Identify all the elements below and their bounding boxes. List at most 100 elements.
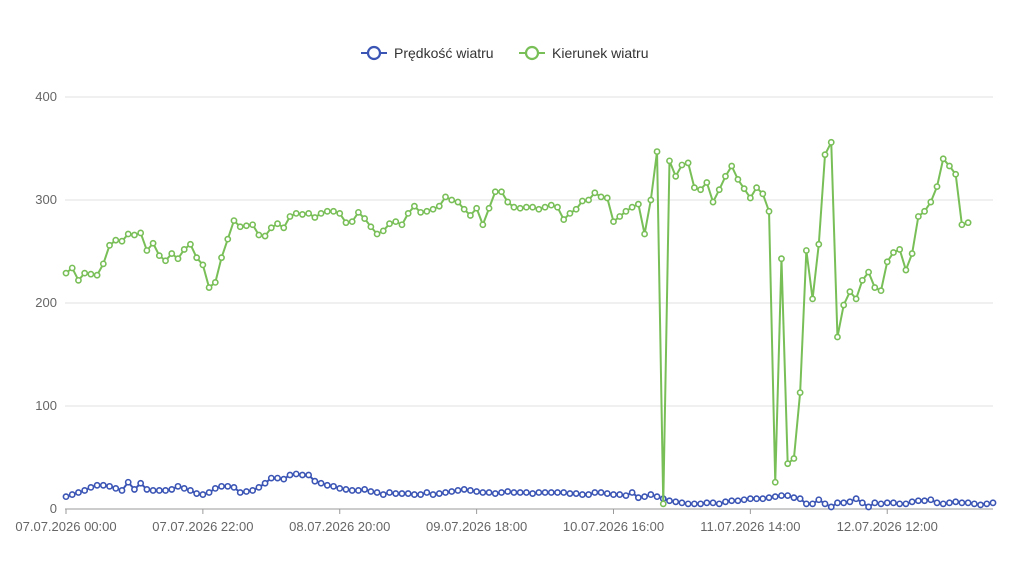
data-point [392, 218, 400, 226]
data-point [684, 500, 692, 508]
data-point [746, 495, 754, 503]
legend-item[interactable]: Prędkość wiatru [361, 45, 494, 61]
data-point [541, 489, 549, 496]
data-point [267, 224, 275, 232]
data-point [914, 497, 922, 505]
x-tick-label: 12.07.2026 12:00 [837, 519, 938, 534]
data-point [68, 264, 76, 272]
data-point [392, 490, 400, 497]
data-point [429, 205, 437, 213]
data-point [93, 481, 101, 489]
data-point [939, 500, 947, 508]
data-point [435, 490, 443, 497]
y-tick-label: 0 [50, 501, 57, 516]
data-point [81, 269, 89, 277]
data-point [896, 500, 904, 508]
data-point [479, 489, 487, 496]
data-point [877, 287, 885, 295]
data-point [485, 204, 493, 212]
data-point [155, 252, 163, 260]
data-point [753, 184, 760, 192]
data-point [230, 483, 238, 491]
data-point [958, 221, 966, 229]
data-point [921, 207, 928, 215]
data-point [485, 489, 493, 496]
data-point [840, 499, 848, 507]
data-point [678, 499, 686, 507]
data-point [75, 276, 82, 284]
data-point [149, 487, 157, 494]
data-point [386, 489, 393, 496]
data-point [274, 220, 281, 228]
data-point [765, 207, 773, 215]
data-point [690, 184, 698, 192]
data-point [286, 471, 294, 479]
data-point [784, 492, 792, 500]
legend-item[interactable]: Kierunek wiatru [519, 45, 649, 61]
data-point [510, 489, 518, 496]
data-point [305, 209, 313, 217]
data-point [87, 483, 95, 491]
data-point [249, 221, 257, 229]
data-point [323, 207, 331, 215]
data-point [317, 209, 325, 217]
data-point [647, 491, 655, 498]
data-point [131, 231, 138, 239]
data-point [355, 208, 362, 216]
data-point [809, 500, 816, 508]
data-point [187, 487, 194, 494]
data-point [317, 479, 325, 487]
data-point [87, 270, 95, 278]
data-point [118, 237, 126, 245]
data-point [852, 495, 860, 503]
data-point [386, 220, 393, 228]
data-point [404, 490, 412, 497]
data-point [491, 490, 499, 497]
data-point [659, 500, 667, 508]
legend-label: Kierunek wiatru [552, 45, 649, 61]
data-point [460, 486, 468, 493]
data-point [205, 284, 213, 291]
data-point [585, 196, 593, 204]
data-point [703, 179, 711, 186]
data-point [653, 493, 661, 501]
data-point [778, 255, 785, 263]
y-tick-label: 100 [35, 398, 57, 413]
data-point [908, 250, 916, 257]
x-tick-label: 10.07.2026 16:00 [563, 519, 664, 534]
data-point [672, 498, 680, 506]
data-point [759, 495, 767, 503]
data-point [454, 198, 462, 206]
data-point [411, 202, 418, 210]
data-point [367, 223, 375, 231]
data-point [261, 232, 269, 240]
data-point [504, 488, 512, 495]
data-point [678, 161, 686, 169]
data-point [249, 487, 257, 494]
data-point [193, 254, 201, 262]
data-point [498, 188, 505, 196]
data-point [442, 489, 449, 496]
data-point [771, 478, 779, 486]
data-point [603, 490, 611, 497]
y-tick-label: 300 [35, 192, 57, 207]
data-point [771, 493, 779, 501]
data-point [224, 482, 232, 490]
data-point [81, 487, 89, 494]
data-point [846, 288, 854, 296]
data-point [865, 268, 872, 276]
data-point [759, 190, 767, 198]
data-point [560, 216, 568, 223]
data-point [634, 200, 642, 208]
data-point [162, 487, 169, 494]
data-point [448, 488, 456, 495]
data-point [292, 470, 300, 478]
data-point [261, 479, 269, 487]
data-point [379, 491, 387, 498]
data-point [628, 489, 636, 496]
data-point [62, 493, 70, 501]
data-point [75, 489, 82, 496]
data-point [566, 490, 574, 497]
data-point [554, 203, 561, 211]
data-point [858, 276, 866, 284]
